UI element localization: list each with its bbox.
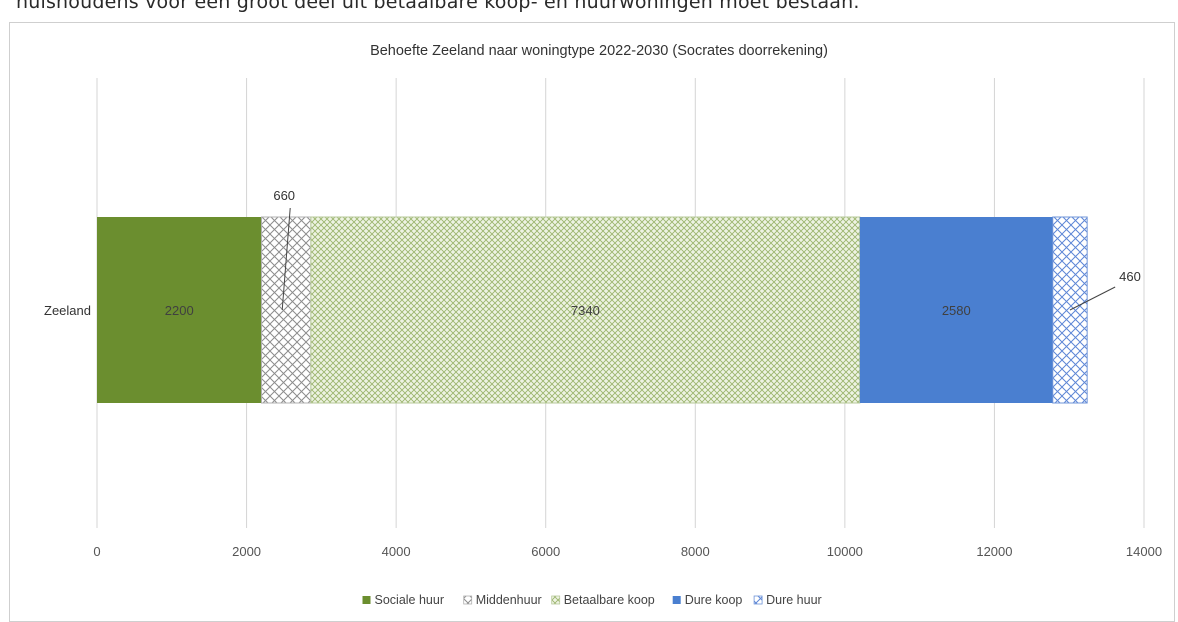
legend-label: Dure koop: [685, 593, 743, 607]
x-tick-label: 0: [93, 544, 100, 559]
x-tick-label: 4000: [382, 544, 411, 559]
bar-segment-betaalbare-koop: [310, 216, 861, 404]
bar-segment-middenhuur: [261, 216, 312, 404]
leader-line: [1069, 286, 1116, 311]
data-label: 2580: [942, 303, 971, 318]
x-tick-label: 8000: [681, 544, 710, 559]
data-label: 660: [273, 188, 295, 203]
category-label: Zeeland: [44, 303, 91, 318]
legend-swatch: [362, 596, 371, 604]
chart-title: Behoefte Zeeland naar woningtype 2022-20…: [370, 43, 828, 59]
leader-line: [281, 207, 291, 311]
data-label: 2200: [165, 303, 194, 318]
legend-label: Sociale huur: [375, 593, 445, 607]
bar-segment-sociale-huur: [97, 217, 262, 403]
x-tick-label: 6000: [531, 544, 560, 559]
legend-swatch: [672, 596, 681, 604]
legend-swatch: [463, 595, 473, 605]
x-tick-label: 10000: [827, 544, 863, 559]
legend-swatch: [551, 595, 561, 605]
legend-label: Middenhuur: [476, 593, 542, 607]
legend-label: Dure huur: [766, 593, 822, 607]
page-text-line: huishoudens voor een groot deel uit beta…: [16, 0, 860, 13]
legend-label: Betaalbare koop: [564, 593, 655, 607]
x-tick-label: 14000: [1126, 544, 1162, 559]
bar-segment-dure-koop: [859, 217, 1053, 403]
x-tick-label: 12000: [976, 544, 1012, 559]
x-tick-label: 2000: [232, 544, 261, 559]
legend-swatch: [753, 595, 763, 605]
data-label: 7340: [571, 303, 600, 318]
data-label: 460: [1119, 269, 1141, 284]
